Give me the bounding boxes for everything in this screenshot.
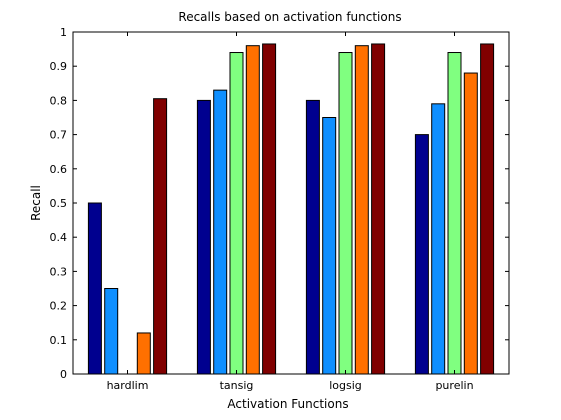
bar-purelin-series-5 <box>480 43 495 375</box>
bar-logsig-series-1 <box>305 99 320 375</box>
y-tick-label: 0 <box>60 368 67 381</box>
bar-logsig-series-2 <box>322 117 337 375</box>
bar-logsig-series-3 <box>338 52 353 375</box>
bar-tansig-series-3 <box>229 52 244 375</box>
y-tick-label: 0.7 <box>50 129 68 142</box>
x-tick-label: purelin <box>435 379 473 392</box>
y-axis-label: Recall <box>29 185 43 221</box>
bar-purelin-series-3 <box>447 52 462 375</box>
chart-title: Recalls based on activation functions <box>178 10 401 24</box>
x-axis-label: Activation Functions <box>227 397 348 411</box>
bar-hardlim-series-2 <box>104 288 119 375</box>
bar-hardlim-series-5 <box>153 98 168 375</box>
x-tick-label: hardlim <box>107 379 149 392</box>
x-tick-label: logsig <box>329 379 362 392</box>
bar-tansig-series-1 <box>196 99 211 375</box>
bar-purelin-series-2 <box>431 103 446 375</box>
bar-hardlim-series-1 <box>87 202 102 375</box>
x-tick-label: tansig <box>220 379 254 392</box>
bar-logsig-series-4 <box>354 45 369 375</box>
y-tick-label: 0.1 <box>50 334 68 347</box>
y-tick-label: 1 <box>60 26 67 39</box>
bar-logsig-series-5 <box>371 43 386 375</box>
bar-tansig-series-2 <box>213 89 228 375</box>
bar-tansig-series-5 <box>262 43 277 375</box>
y-tick-label: 0.5 <box>50 197 68 210</box>
x-axis-ticks: hardlim tansig logsig purelin <box>107 32 474 392</box>
plot-area: 0 0.1 0.2 0.3 0.4 0.5 0.6 0.7 0.8 0.9 1 hardlim tan… <box>50 26 510 392</box>
y-tick-label: 0.9 <box>50 60 68 73</box>
y-tick-label: 0.3 <box>50 265 68 278</box>
bar-hardlim-series-4 <box>136 332 151 375</box>
y-axis-ticks: 0 0.1 0.2 0.3 0.4 0.5 0.6 0.7 0.8 0.9 1 <box>50 26 509 381</box>
y-tick-label: 0.6 <box>50 163 68 176</box>
bar-tansig-series-4 <box>245 45 260 375</box>
y-tick-label: 0.2 <box>50 300 68 313</box>
bar-purelin-series-4 <box>463 72 478 375</box>
y-tick-label: 0.4 <box>50 231 68 244</box>
axes-box <box>72 31 510 375</box>
bar-purelin-series-1 <box>414 134 429 375</box>
y-tick-label: 0.8 <box>50 94 68 107</box>
